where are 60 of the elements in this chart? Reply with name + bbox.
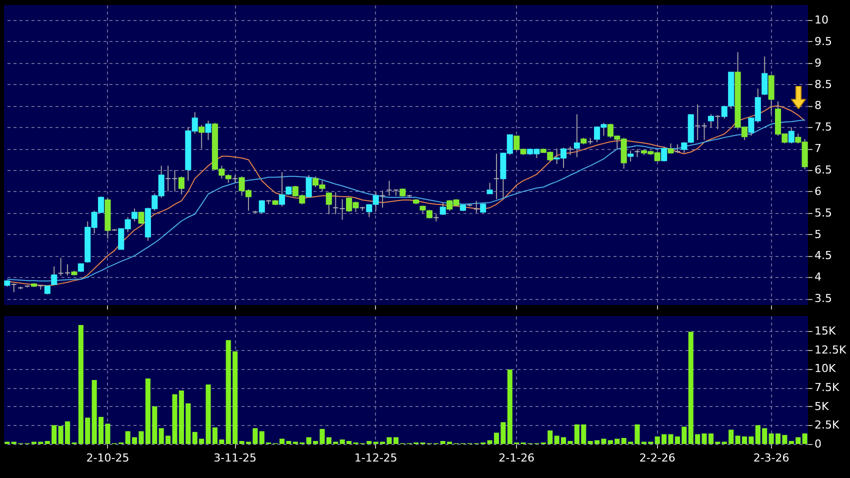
candlestick [661, 146, 668, 162]
candlestick [326, 192, 332, 215]
candlestick [694, 104, 701, 140]
y-tick-label: 5 [814, 228, 822, 241]
candlestick [480, 202, 486, 214]
candlestick [473, 200, 480, 214]
y-tick-label: 5K [814, 400, 830, 413]
candlestick [708, 114, 714, 128]
y-tick-label: 7.5K [814, 381, 840, 394]
y-tick-label: 6 [814, 184, 822, 198]
candlestick [51, 266, 58, 286]
x-tick-label: 2-2-26 [639, 452, 676, 464]
y-tick-label: 2.5K [814, 418, 840, 432]
y-tick-label: 12.5K [814, 343, 847, 356]
candlestick [768, 74, 774, 115]
candlestick [714, 114, 721, 130]
candlestick [681, 142, 688, 154]
candlestick [433, 214, 440, 222]
candlestick [628, 150, 634, 162]
x-tick-label: 2-3-26 [753, 452, 790, 464]
candlestick [440, 202, 446, 216]
x-tick-label: 3-11-25 [214, 452, 257, 464]
y-tick-label: 7.5 [814, 120, 832, 134]
y-tick-label: 10K [814, 362, 836, 376]
y-tick-label: 4 [814, 270, 822, 284]
candlestick [138, 211, 144, 224]
x-tick-label: 2-1-26 [498, 452, 535, 464]
candlestick [258, 200, 265, 214]
candlestick [205, 120, 212, 140]
candlestick [278, 172, 286, 207]
candlestick [701, 122, 708, 140]
y-tick-label: 6.5 [814, 164, 832, 176]
candlestick [762, 56, 768, 96]
y-tick-label: 9 [814, 56, 822, 70]
candlestick [380, 190, 386, 208]
x-tick-label: 1-12-25 [354, 452, 398, 464]
candlestick [788, 126, 794, 144]
y-tick-label: 15K [814, 324, 836, 338]
candlestick [493, 153, 500, 200]
candlestick [132, 208, 138, 222]
candlestick [574, 114, 580, 158]
y-tick-label: 5.5 [814, 206, 832, 220]
candlestick [486, 182, 493, 194]
candlestick [339, 198, 346, 220]
y-tick-label: 0 [814, 438, 822, 450]
y-tick-label: 10 [814, 14, 828, 26]
candlestick [232, 174, 238, 184]
x-tick-label: 2-10-25 [86, 452, 130, 464]
y-tick-label: 8 [814, 99, 822, 112]
candlestick [721, 105, 728, 120]
candlestick [198, 124, 205, 150]
y-tick-label: 8.5 [814, 78, 832, 91]
candlestick [332, 192, 339, 215]
y-tick-label: 4.5 [814, 249, 832, 262]
y-tick-label: 7 [814, 142, 822, 156]
candlestick [306, 174, 312, 198]
y-tick-label: 9.5 [814, 34, 832, 48]
y-tick-label: 3.5 [814, 292, 832, 306]
candlestick [178, 176, 184, 195]
bar [802, 433, 808, 444]
